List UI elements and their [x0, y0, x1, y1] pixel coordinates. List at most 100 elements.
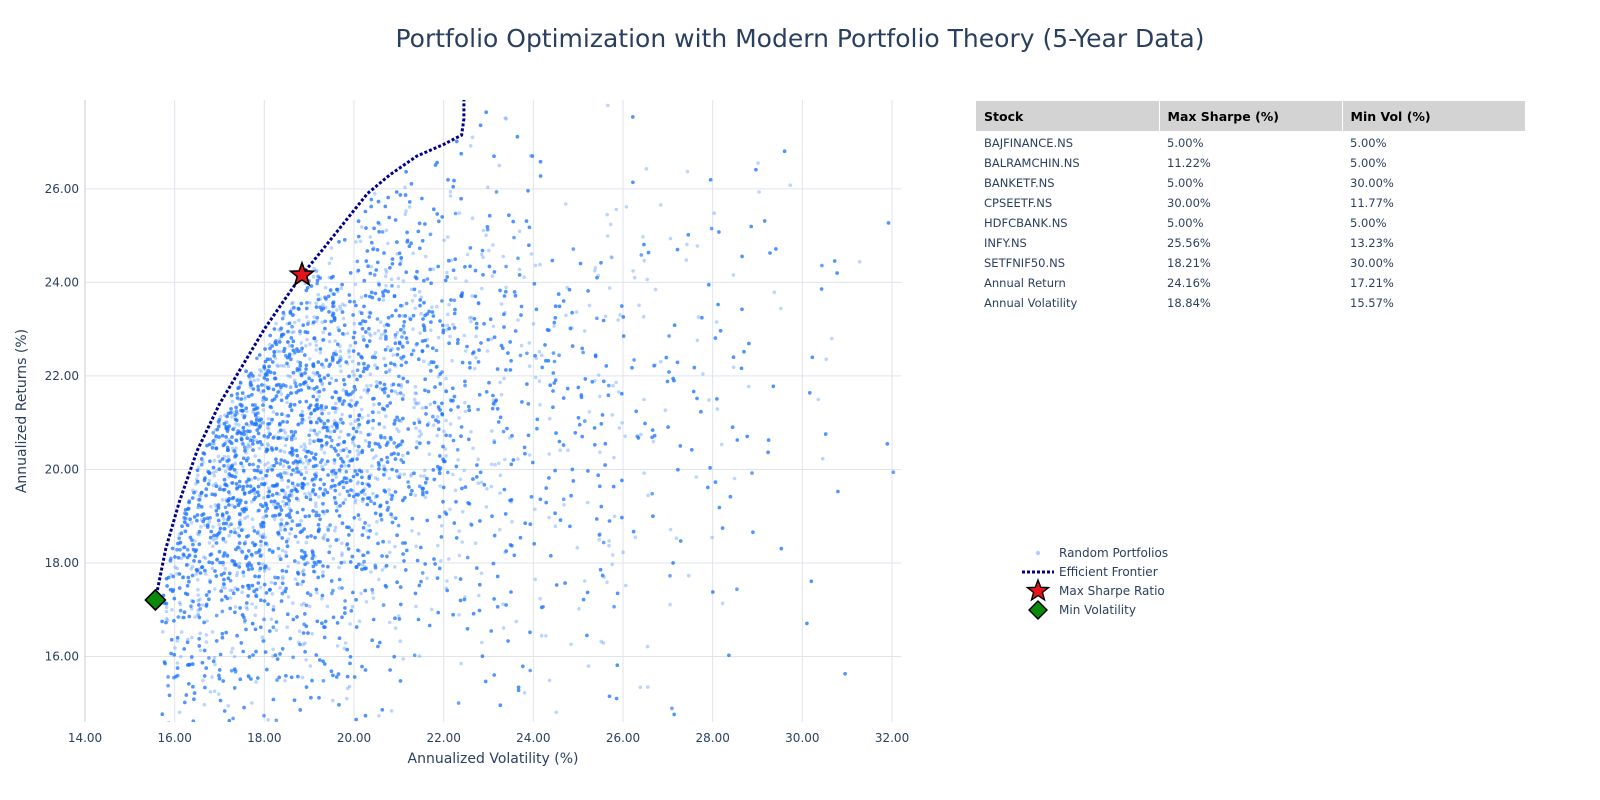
portfolio-point — [384, 414, 388, 419]
portfolio-point — [271, 436, 276, 440]
portfolio-point — [241, 729, 245, 733]
portfolio-point — [289, 508, 293, 513]
portfolio-point — [189, 662, 193, 666]
portfolio-point — [389, 277, 394, 282]
portfolio-point — [732, 476, 737, 481]
portfolio-point — [459, 196, 463, 201]
portfolio-point — [451, 322, 455, 327]
portfolio-point — [424, 254, 428, 259]
portfolio-point — [298, 331, 302, 336]
portfolio-point — [417, 420, 422, 425]
portfolio-point — [203, 556, 208, 560]
portfolio-point — [186, 575, 191, 580]
portfolio-point — [409, 492, 413, 497]
portfolio-point — [329, 376, 334, 381]
portfolio-point — [552, 381, 557, 385]
portfolio-point — [280, 575, 285, 579]
portfolio-point — [198, 648, 203, 653]
portfolio-point — [829, 336, 834, 341]
portfolio-point — [245, 554, 249, 559]
portfolio-point — [478, 519, 482, 523]
portfolio-point — [393, 335, 398, 340]
portfolio-point — [299, 582, 304, 587]
portfolio-point — [243, 397, 247, 401]
portfolio-point — [183, 591, 188, 596]
portfolio-point — [283, 678, 287, 683]
portfolio-point — [288, 489, 293, 494]
portfolio-point — [342, 399, 346, 403]
portfolio-point — [271, 548, 275, 553]
portfolio-point — [605, 234, 610, 238]
portfolio-point — [276, 364, 281, 369]
portfolio-point — [288, 374, 293, 379]
portfolio-point — [463, 409, 468, 414]
portfolio-point — [190, 564, 195, 569]
portfolio-point — [427, 362, 431, 367]
portfolio-point — [226, 454, 230, 459]
portfolio-point — [213, 662, 217, 667]
portfolio-point — [202, 555, 206, 559]
portfolio-point — [517, 229, 522, 234]
portfolio-point — [250, 602, 254, 606]
portfolio-point — [348, 432, 352, 437]
portfolio-point — [357, 562, 361, 567]
portfolio-point — [307, 407, 311, 411]
portfolio-point — [397, 314, 402, 318]
portfolio-point — [719, 442, 724, 447]
portfolio-point — [309, 411, 313, 416]
portfolio-point — [215, 534, 220, 539]
portfolio-point — [289, 385, 293, 389]
portfolio-point — [372, 501, 377, 506]
portfolio-point — [309, 428, 313, 433]
portfolio-point — [338, 364, 343, 368]
portfolio-point — [366, 420, 370, 425]
portfolio-point — [304, 458, 309, 463]
portfolio-point — [452, 311, 457, 316]
portfolio-point — [297, 318, 301, 323]
portfolio-point — [279, 326, 284, 331]
portfolio-point — [369, 197, 374, 202]
portfolio-point — [489, 462, 494, 467]
portfolio-point — [321, 659, 325, 664]
portfolio-point — [242, 620, 247, 625]
portfolio-point — [425, 344, 430, 348]
portfolio-point — [240, 441, 244, 445]
portfolio-point — [418, 298, 423, 302]
portfolio-point — [227, 718, 232, 722]
portfolio-point — [399, 303, 403, 308]
portfolio-point — [485, 487, 489, 491]
portfolio-point — [543, 343, 547, 347]
portfolio-point — [396, 284, 401, 289]
portfolio-point — [288, 532, 292, 536]
portfolio-point — [323, 462, 328, 467]
portfolio-point — [293, 470, 298, 475]
portfolio-point — [208, 578, 212, 582]
portfolio-point — [314, 471, 319, 475]
portfolio-point — [262, 383, 267, 388]
portfolio-point — [186, 562, 190, 567]
portfolio-point — [270, 468, 274, 472]
portfolio-point — [467, 502, 472, 506]
portfolio-point — [463, 595, 467, 599]
portfolio-point — [255, 509, 260, 513]
portfolio-point — [337, 636, 342, 640]
portfolio-point — [278, 524, 283, 529]
portfolio-point — [522, 275, 526, 280]
portfolio-point — [425, 476, 429, 481]
portfolio-point — [324, 358, 329, 362]
portfolio-point — [564, 202, 568, 206]
portfolio-point — [356, 493, 360, 497]
portfolio-point — [238, 511, 243, 516]
portfolio-point — [824, 357, 828, 362]
portfolio-point — [592, 426, 597, 430]
portfolio-point — [272, 484, 276, 488]
portfolio-point — [349, 398, 354, 403]
portfolio-point — [451, 472, 455, 477]
portfolio-point — [228, 596, 233, 600]
portfolio-point — [276, 390, 280, 394]
portfolio-point — [393, 218, 398, 222]
portfolio-point — [269, 580, 274, 585]
portfolio-point — [445, 328, 449, 332]
portfolio-point — [400, 357, 405, 362]
portfolio-point — [360, 356, 364, 360]
